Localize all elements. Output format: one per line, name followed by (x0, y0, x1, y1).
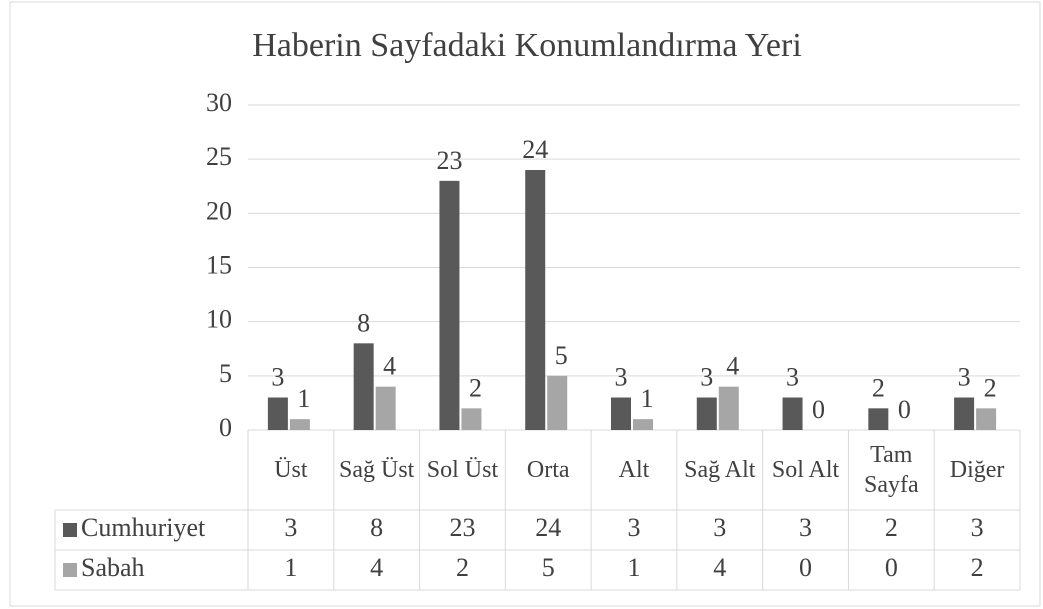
bar (439, 180, 460, 430)
legend-label: Cumhuriyet (81, 513, 206, 542)
bar (375, 386, 396, 430)
bar (611, 397, 631, 430)
table-value: 1 (628, 553, 641, 582)
table-value: 3 (628, 513, 641, 542)
table-value: 24 (535, 513, 561, 542)
y-tick-label: 0 (219, 413, 232, 442)
bar (696, 397, 717, 430)
y-tick-label: 20 (206, 196, 232, 225)
data-label: 0 (898, 395, 911, 424)
data-label: 2 (984, 373, 997, 402)
data-label: 3 (700, 362, 713, 391)
table-value: 1 (284, 553, 297, 582)
data-label: 4 (383, 352, 396, 381)
table-value: 0 (799, 553, 812, 582)
y-tick-label: 25 (206, 142, 232, 171)
legend-label: Sabah (81, 553, 145, 582)
bar (976, 408, 997, 430)
bar (547, 375, 568, 430)
x-tick-label: Tam Sayfa (864, 442, 919, 498)
table-value: 4 (713, 553, 726, 582)
bar (289, 419, 310, 430)
bar (267, 397, 288, 430)
bar (718, 386, 739, 430)
table-value: 2 (885, 513, 898, 542)
data-label: 1 (297, 384, 310, 413)
legend-swatch (63, 523, 77, 537)
bar (954, 397, 975, 430)
legend-swatch (63, 563, 77, 577)
bar (868, 408, 889, 430)
table-value: 8 (370, 513, 383, 542)
data-label: 4 (726, 352, 739, 381)
data-label: 23 (436, 146, 462, 175)
chart-border (9, 1, 1041, 607)
data-label: 2 (469, 373, 482, 402)
y-tick-label: 5 (219, 359, 232, 388)
x-tick-label: Alt (618, 457, 650, 483)
data-label: 8 (357, 308, 370, 337)
x-tick-label: Sol Alt (771, 457, 840, 483)
bar (633, 419, 653, 430)
table-value: 4 (370, 553, 383, 582)
data-label: 2 (872, 373, 885, 402)
data-label: 3 (615, 362, 628, 391)
table-value: 3 (799, 513, 812, 542)
table-value: 3 (713, 513, 726, 542)
x-tick-label: Sağ Üst (338, 457, 415, 483)
table-value: 0 (885, 553, 898, 582)
table-value: 5 (542, 553, 555, 582)
data-label: 24 (522, 135, 548, 164)
data-label: 0 (812, 395, 825, 424)
y-tick-label: 15 (206, 250, 232, 279)
table-value: 2 (456, 553, 469, 582)
chart-title: Haberin Sayfadaki Konumlandırma Yeri (252, 27, 802, 64)
bar (461, 408, 482, 430)
y-tick-label: 30 (206, 88, 232, 117)
table-value: 23 (449, 513, 475, 542)
data-label: 1 (641, 384, 654, 413)
y-tick-label: 10 (206, 305, 232, 334)
x-tick-label: Orta (526, 457, 570, 483)
x-tick-label: Üst (274, 457, 308, 483)
data-label: 3 (958, 362, 971, 391)
bar (353, 343, 374, 430)
x-tick-label: Sağ Alt (684, 457, 756, 483)
bar (782, 397, 803, 430)
table-value: 2 (971, 553, 984, 582)
data-label: 3 (271, 362, 284, 391)
x-tick-label: Diğer (949, 457, 1005, 483)
x-tick-label: Sol Üst (426, 457, 499, 483)
table-value: 3 (284, 513, 297, 542)
table-value: 3 (971, 513, 984, 542)
data-label: 5 (555, 341, 568, 370)
data-label: 3 (786, 362, 799, 391)
bar (525, 170, 546, 430)
